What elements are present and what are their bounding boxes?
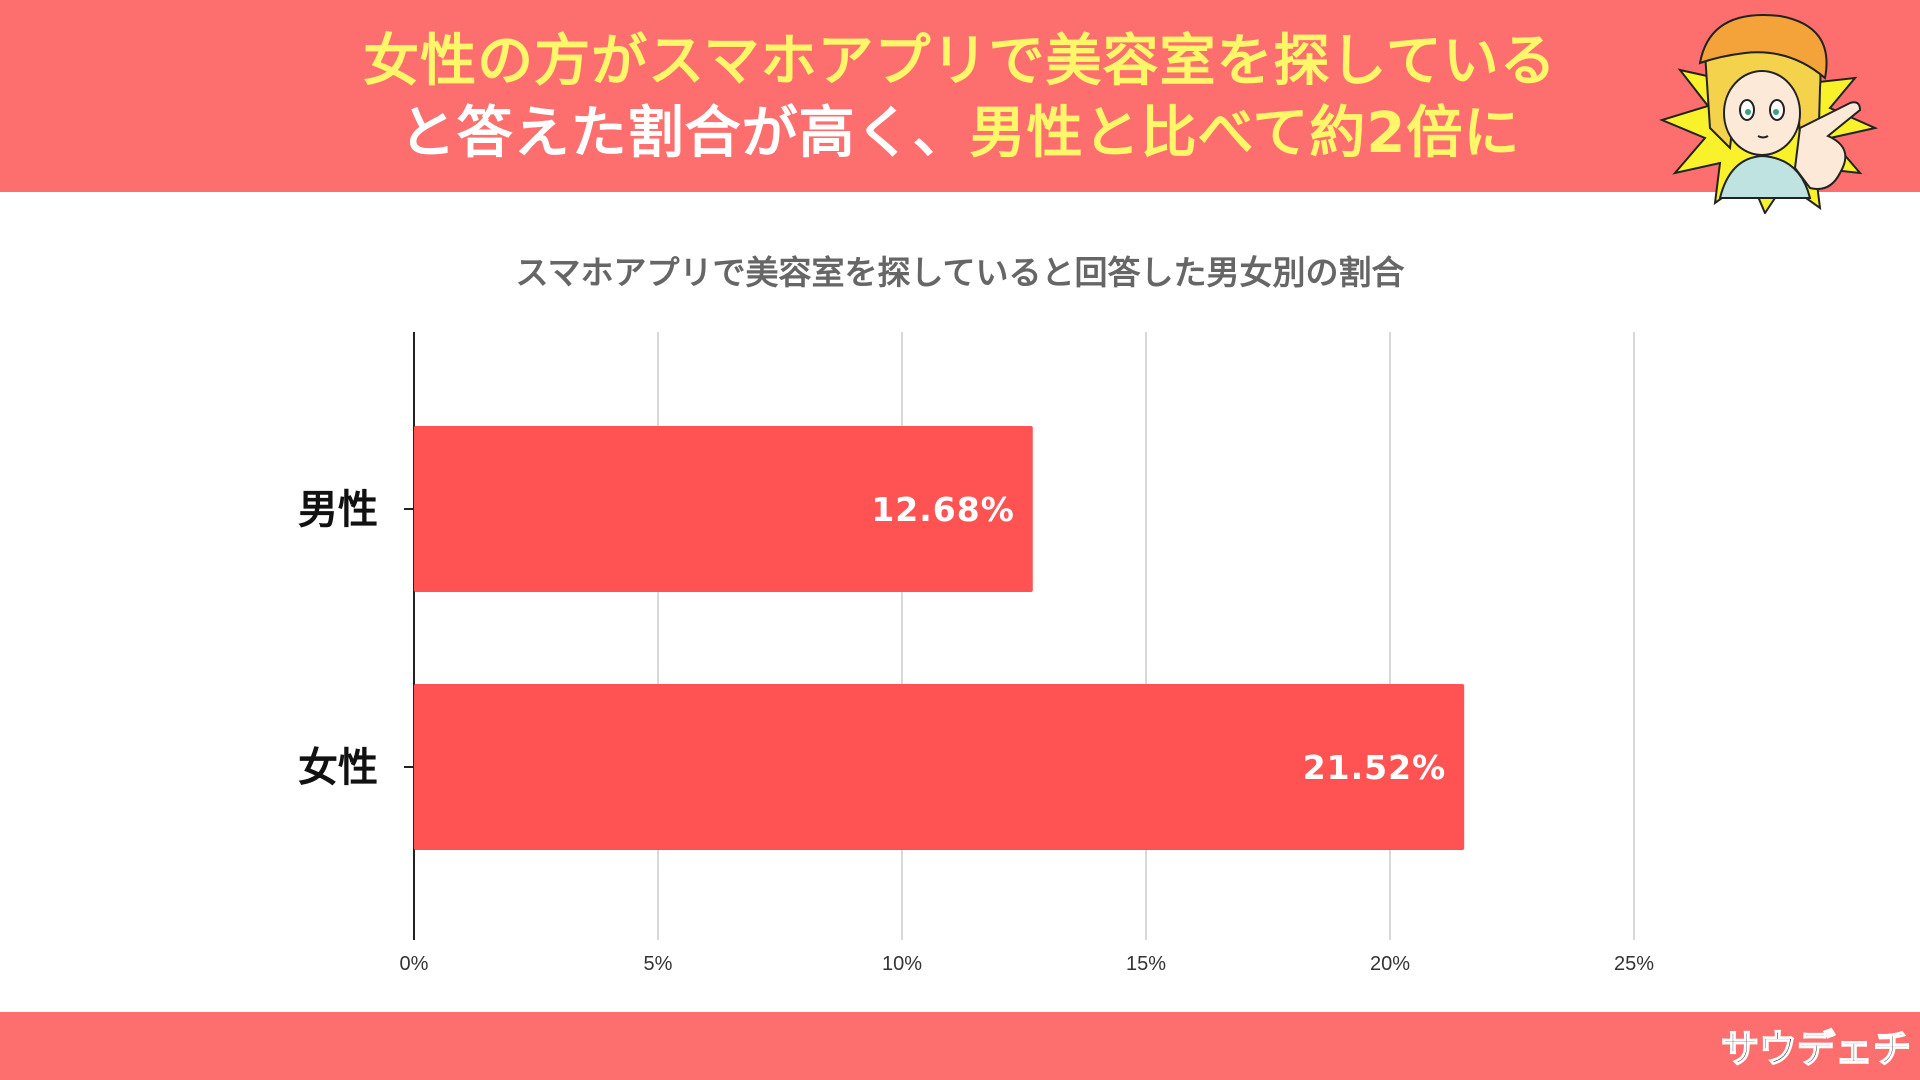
bar: [414, 426, 1033, 592]
x-tick-label: 5%: [644, 953, 673, 975]
bar-chart: 0% 5% 10% 15% 20% 25% 男性 12.68% 女性 21.52%: [298, 332, 1654, 975]
headline-line-1: 女性の方がスマホアプリで美容室を探している: [363, 29, 1557, 94]
category-label: 男性: [298, 487, 378, 533]
footer-banner: [0, 1012, 1920, 1080]
headline: 女性の方がスマホアプリで美容室を探している と答えた割合が高く、男性と比べて約2…: [0, 26, 1920, 170]
header-banner: [0, 0, 1920, 192]
mascot-illustration: [1659, 14, 1879, 214]
brand-logo-text: サウデェチ: [1721, 1027, 1911, 1071]
x-tick-label: 0%: [400, 953, 429, 975]
value-label: 12.68%: [871, 490, 1014, 529]
x-tick-label: 25%: [1614, 953, 1654, 975]
bar: [414, 684, 1465, 850]
value-label: 21.52%: [1303, 748, 1446, 787]
shirt-shape: [1718, 154, 1812, 199]
chart-title: スマホアプリで美容室を探していると回答した男女別の割合: [515, 253, 1405, 292]
category-label: 女性: [298, 745, 378, 791]
x-tick-label: 10%: [882, 953, 922, 975]
hat-shape: [1698, 14, 1828, 80]
headline-line-2: と答えた割合が高く、男性と比べて約2倍に: [0, 98, 1920, 170]
pointing-hand: [1793, 101, 1862, 190]
x-tick-label: 20%: [1370, 953, 1410, 975]
brand-logo: サウデェチ: [1720, 1026, 1912, 1072]
x-tick-label: 15%: [1126, 953, 1166, 975]
headline-line-2-white: と答えた割合が高く、: [399, 101, 970, 166]
headline-line-2-yellow: 男性と比べて約2倍に: [969, 101, 1521, 166]
